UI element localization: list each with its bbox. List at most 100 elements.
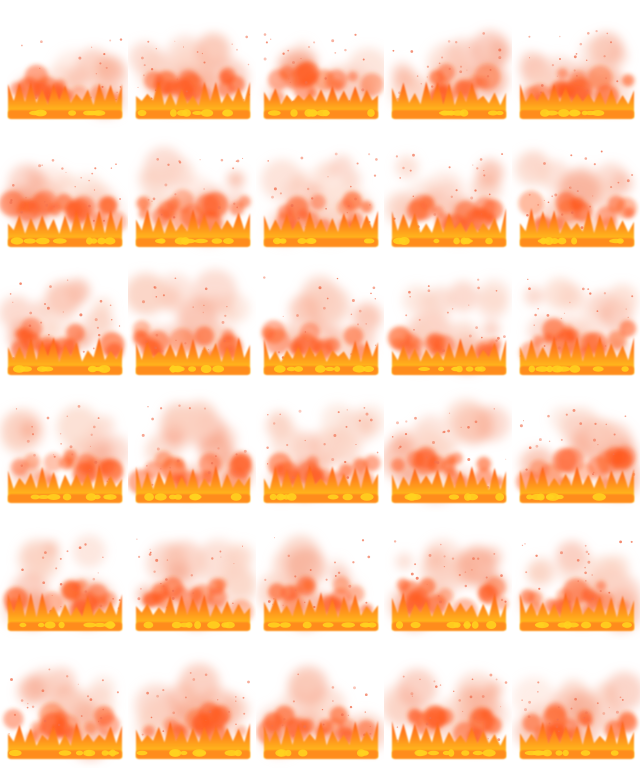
flame-glow [396,576,509,624]
fire-frame [128,512,256,640]
flame-tongues [264,464,378,502]
flame-hotspots [136,749,242,757]
fire-frame [0,384,128,512]
fire-frame [0,640,128,768]
flame-tongues [8,464,122,502]
flame-hotspots [13,365,111,373]
flame-base [264,750,378,759]
fire-frame [128,384,256,512]
ember-sparks [9,159,122,229]
fire-frame [384,128,512,256]
fire-frame [0,128,128,256]
fire-frame [512,0,640,128]
flame-hotspots [155,237,234,245]
fire-frame [128,640,256,768]
flame-tongues [8,722,122,758]
flame-tongues [392,466,506,502]
fire-frame [384,512,512,640]
flame-tongues [264,592,378,630]
flame-hotspots [393,237,493,245]
flame-base [136,110,250,119]
fire-frame [256,512,384,640]
flame-hotspots [418,365,486,373]
flame-tongues [136,721,250,758]
flame-tongues [520,83,634,118]
flame-hotspots [169,365,225,373]
flame-hotspots [30,493,117,501]
flame-hotspots [395,621,497,629]
fire-frame [256,640,384,768]
fire-frame [384,256,512,384]
fire-frame [256,128,384,256]
flame-hotspots [275,749,369,757]
fire-frame [512,384,640,512]
fire-frame [512,640,640,768]
fire-frame [256,384,384,512]
flame-base [264,238,378,247]
flame-tongues [264,338,378,374]
flame-hotspots [272,237,375,245]
ember-sparks [526,150,634,236]
ember-sparks [521,540,633,620]
flame-tongues [136,594,250,630]
fire-frame [384,384,512,512]
flame-tongues [392,338,506,374]
flame-hotspots [414,749,496,757]
fire-frame [512,128,640,256]
fire-frame [256,0,384,128]
flame-hotspots [143,621,235,629]
flame-tongues [520,592,634,630]
ember-sparks [263,33,375,106]
fire-frame [384,640,512,768]
flame-glow [128,451,252,495]
flame-hotspots [137,109,234,117]
fire-frame [0,512,128,640]
flame-tongues [8,209,122,246]
ember-sparks [393,152,504,236]
flame-base [392,366,506,375]
flame-tongues [136,465,250,502]
flame-hotspots [267,621,377,629]
flame-tongues [520,720,634,758]
flame-hotspots [9,749,119,757]
ember-sparks [147,157,244,234]
flame-tongues [8,82,122,118]
flame-tongues [520,466,634,502]
fire-frame [0,256,128,384]
fire-frame [384,0,512,128]
flame-base [8,110,122,119]
flame-tongues [392,208,506,246]
flame-hotspots [524,749,619,757]
flame-base [392,238,506,247]
fire-frame [128,128,256,256]
flame-hotspots [534,621,632,629]
ember-sparks [264,152,378,234]
flame-tongues [264,210,378,246]
flame-tongues [520,336,634,374]
flame-glow [391,446,504,491]
smoke-cloud [0,404,128,493]
flame-hotspots [273,365,374,373]
flame-hotspots [19,621,116,629]
flame-hotspots [144,493,242,501]
flame-hotspots [10,237,116,245]
flame-tongues [136,209,250,246]
flame-hotspots [267,109,375,117]
flame-glow [11,449,124,488]
fire-frame [512,512,640,640]
fire-frame [256,256,384,384]
flame-hotspots [29,109,106,117]
flame-hotspots [528,365,629,373]
flame-glow [519,318,637,364]
flame-hotspots [269,493,374,501]
flame-tongues [136,80,250,118]
flame-tongues [8,592,122,630]
flame-tongues [8,337,122,374]
fire-frame [0,0,128,128]
flame-hotspots [537,237,624,245]
flame-tongues [392,81,506,118]
fire-frame [512,256,640,384]
flame-tongues [264,720,378,758]
fire-frame [128,256,256,384]
